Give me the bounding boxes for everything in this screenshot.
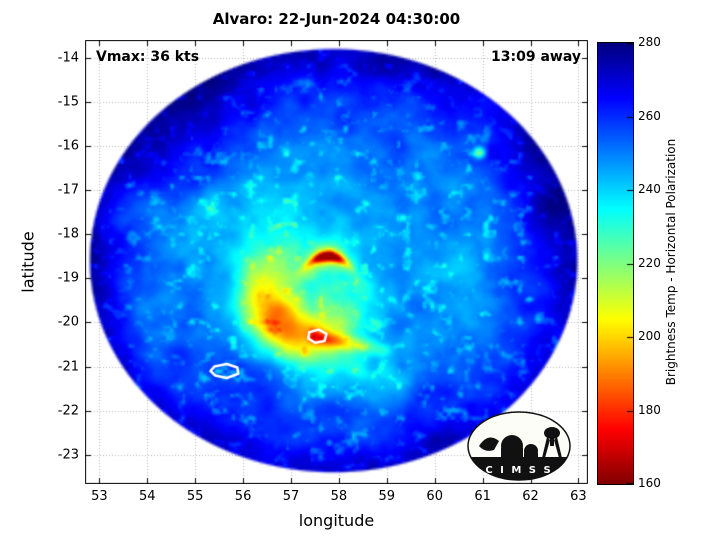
y-axis-label: latitude [18, 231, 38, 293]
x-tick-label: 53 [91, 489, 108, 504]
x-tick-label: 58 [330, 489, 348, 504]
colorbar-label: Brightness Temp - Horizontal Polarizatio… [664, 138, 678, 386]
x-tick-label: 56 [234, 489, 252, 504]
colorbar-tick-label: 280 [638, 35, 661, 49]
x-tick-label: 61 [474, 489, 491, 504]
y-tick-label: -18 [57, 226, 79, 242]
water-tower-stem [550, 437, 554, 446]
heatmap-canvas [85, 40, 588, 484]
y-tick-label: -16 [57, 138, 79, 154]
logo-ground-band [468, 457, 570, 480]
y-tick-label: -22 [57, 403, 79, 419]
eta-label: 13:09 away [491, 49, 581, 65]
water-tower-tank-icon [544, 427, 560, 439]
y-tick-label: -14 [57, 50, 79, 66]
x-tick-label: 63 [570, 489, 587, 504]
colorbar-tick-label: 220 [638, 255, 661, 270]
logo-text: C I M S S [485, 465, 552, 476]
y-tick-label: -23 [57, 447, 79, 463]
cimss-logo: C I M S S [467, 411, 571, 481]
y-tick-label: -19 [57, 270, 79, 286]
y-tick-label: -17 [57, 182, 79, 198]
x-tick-label: 54 [138, 489, 156, 504]
colorbar [597, 42, 634, 485]
colorbar-tick-label: 240 [638, 182, 661, 196]
small-dome-base [524, 453, 538, 459]
y-tick-label: -21 [57, 359, 79, 375]
x-tick-label: 57 [282, 489, 300, 504]
colorbar-tick-label: 180 [638, 402, 661, 417]
colorbar-tick-label: 160 [638, 476, 661, 490]
colorbar-tick-label: 260 [638, 108, 661, 123]
vmax-label: Vmax: 36 kts [96, 49, 200, 65]
logo-silhouette [468, 427, 570, 480]
x-tick-label: 62 [522, 489, 539, 504]
x-tick-label: 59 [378, 489, 396, 504]
dome-base [501, 448, 523, 459]
x-tick-label: 55 [186, 489, 204, 504]
satellite-dish-icon [479, 437, 499, 451]
colorbar-tick-label: 200 [638, 329, 661, 343]
plot-title: Alvaro: 22-Jun-2024 04:30:00 [212, 10, 461, 28]
y-tick-label: -20 [57, 314, 79, 330]
x-tick-label: 60 [426, 489, 443, 504]
y-tick-label: -15 [57, 94, 79, 110]
x-axis-label: longitude [298, 511, 375, 530]
water-tower-legs [542, 437, 562, 458]
